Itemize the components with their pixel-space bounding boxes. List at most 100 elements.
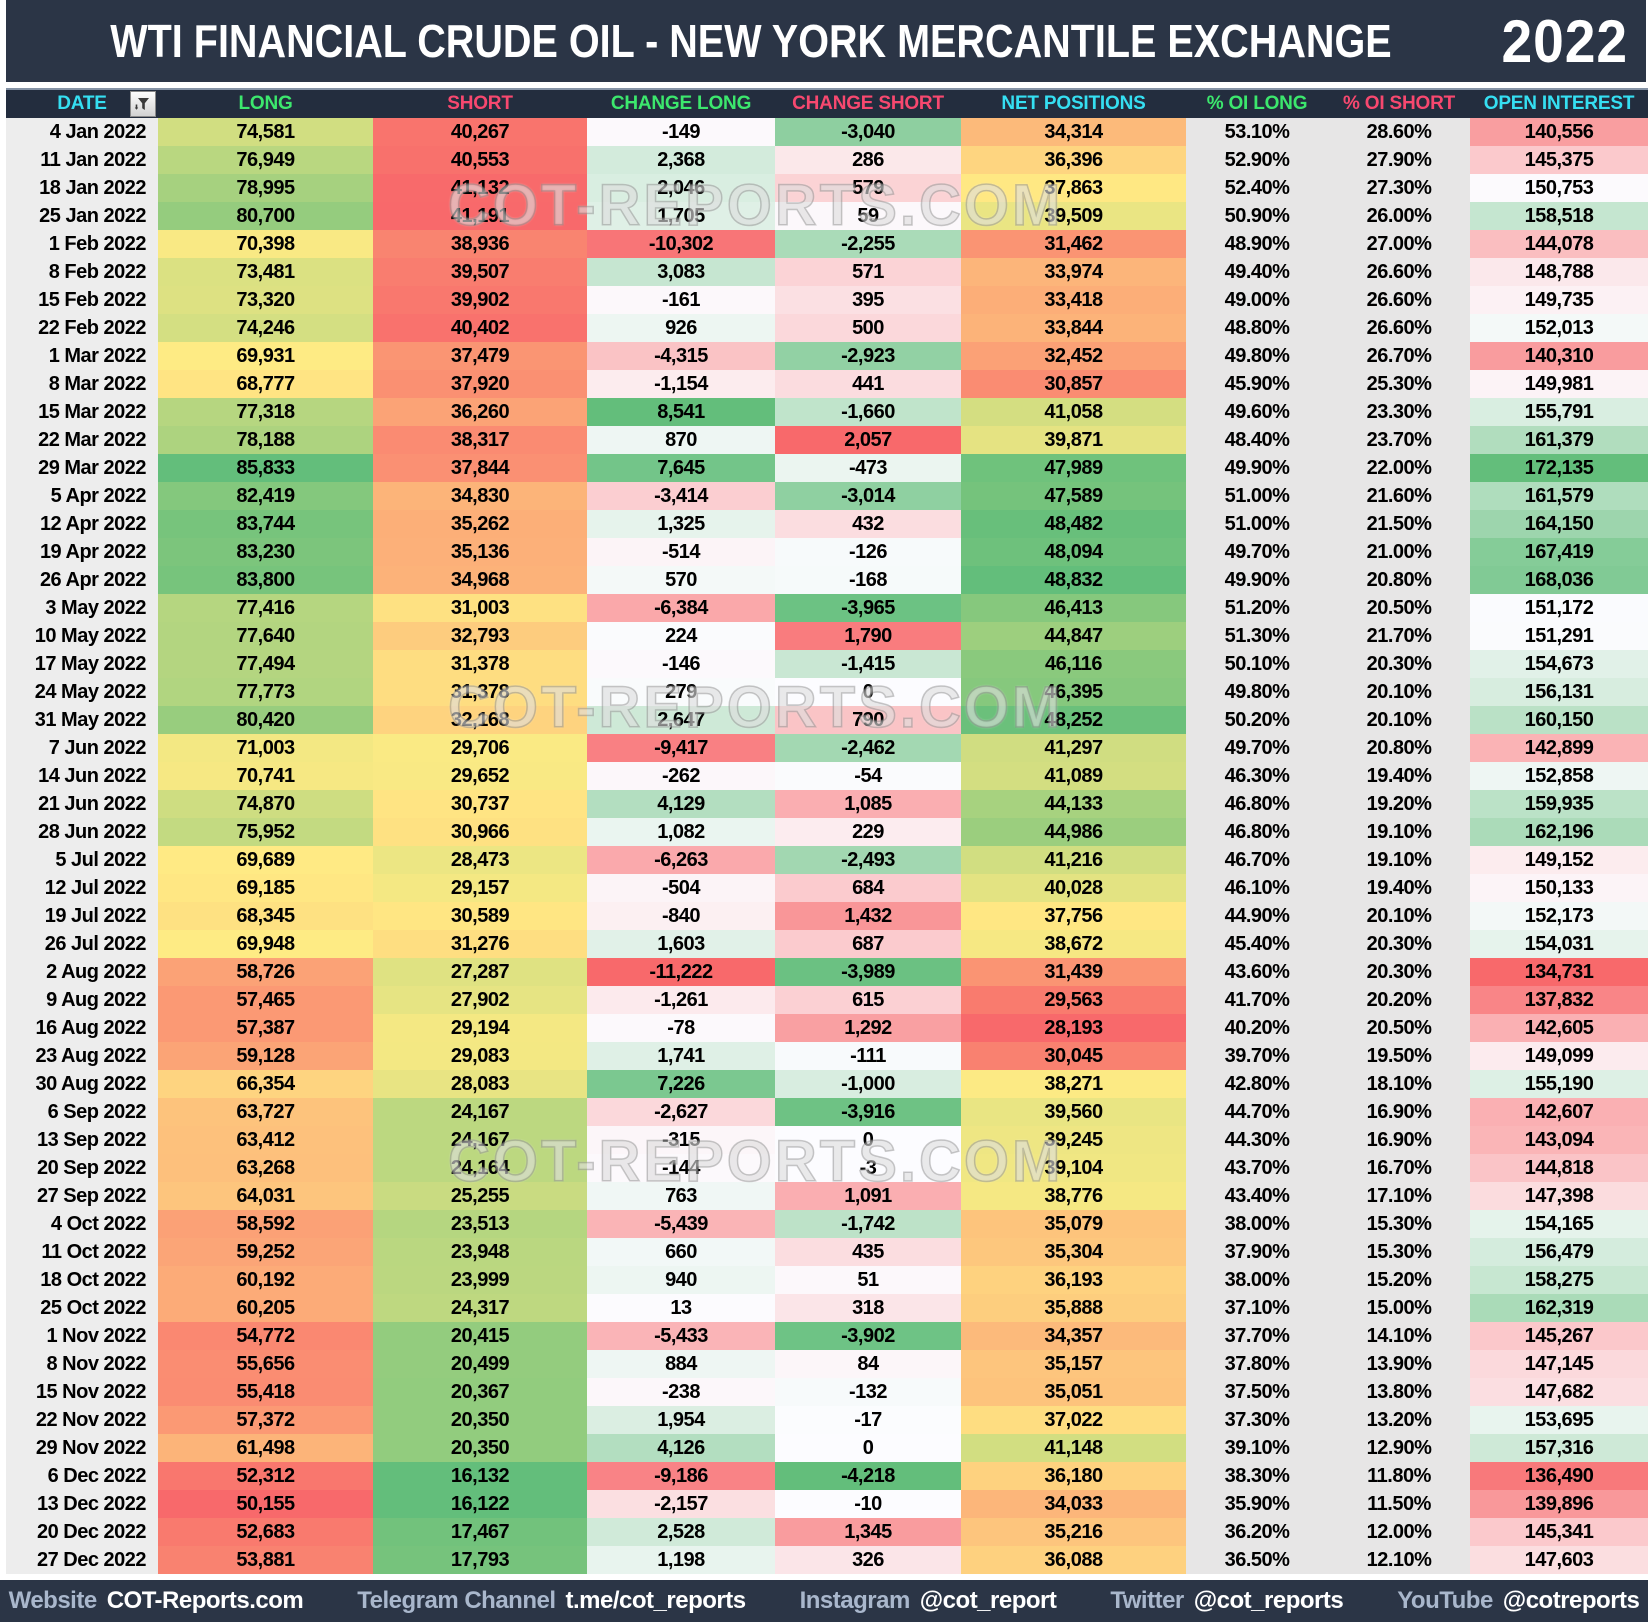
- cell-oi-short-pct: 21.50%: [1328, 510, 1470, 538]
- cell-long: 77,773: [158, 678, 373, 706]
- cell-oi-short-pct: 16.70%: [1328, 1154, 1470, 1182]
- cell-change-short: -3,902: [775, 1322, 961, 1350]
- column-header-label: DATE: [57, 93, 107, 114]
- cell-oi-short-pct: 20.50%: [1328, 594, 1470, 622]
- cell-change-long: -238: [587, 1378, 775, 1406]
- cell-oi-short-pct: 19.10%: [1328, 846, 1470, 874]
- cell-oi-long-pct: 37.10%: [1186, 1294, 1328, 1322]
- cell-change-short: 500: [775, 314, 961, 342]
- cell-open-interest: 152,858: [1470, 762, 1648, 790]
- cell-oi-short-pct: 17.10%: [1328, 1182, 1470, 1210]
- cell-open-interest: 147,145: [1470, 1350, 1648, 1378]
- cell-short: 17,467: [373, 1518, 587, 1546]
- cell-date: 2 Aug 2022: [6, 958, 158, 986]
- cell-change-long: -840: [587, 902, 775, 930]
- cell-net-positions: 47,989: [961, 454, 1186, 482]
- cell-oi-long-pct: 37.90%: [1186, 1238, 1328, 1266]
- cell-open-interest: 158,275: [1470, 1266, 1648, 1294]
- footer-label: Instagram: [799, 1587, 911, 1614]
- cell-change-long: 763: [587, 1182, 775, 1210]
- footer-label: Twitter: [1110, 1587, 1184, 1614]
- cell-change-long: 884: [587, 1350, 775, 1378]
- cell-oi-short-pct: 25.30%: [1328, 370, 1470, 398]
- cell-change-long: -1,154: [587, 370, 775, 398]
- table-row: 23 Aug 2022 59,128 29,083 1,741 -111 30,045 39…: [6, 1042, 1648, 1070]
- cell-long: 83,744: [158, 510, 373, 538]
- table-row: 8 Nov 2022 55,656 20,499 884 84 35,157 37.80% 1…: [6, 1350, 1648, 1378]
- table-row: 26 Apr 2022 83,800 34,968 570 -168 48,832 49.9…: [6, 566, 1648, 594]
- footer-twitter-link[interactable]: @cot_reports: [1193, 1587, 1344, 1614]
- table-row: 7 Jun 2022 71,003 29,706 -9,417 -2,462 41,297…: [6, 734, 1648, 762]
- cell-long: 61,498: [158, 1434, 373, 1462]
- cell-oi-long-pct: 48.40%: [1186, 426, 1328, 454]
- cell-oi-short-pct: 23.30%: [1328, 398, 1470, 426]
- table-row: 25 Oct 2022 60,205 24,317 13 318 35,888 37.10%…: [6, 1294, 1648, 1322]
- cell-short: 40,267: [373, 118, 587, 146]
- column-header-label: OPEN INTEREST: [1483, 93, 1635, 114]
- cell-oi-long-pct: 44.70%: [1186, 1098, 1328, 1126]
- cell-net-positions: 37,022: [961, 1406, 1186, 1434]
- cell-open-interest: 150,133: [1470, 874, 1648, 902]
- cell-date: 31 May 2022: [6, 706, 158, 734]
- cell-long: 78,188: [158, 426, 373, 454]
- cell-change-short: 51: [775, 1266, 961, 1294]
- footer-website-link[interactable]: COT-Reports.com: [106, 1587, 304, 1614]
- cell-open-interest: 147,682: [1470, 1378, 1648, 1406]
- filter-button[interactable]: [130, 91, 156, 117]
- cell-oi-long-pct: 37.30%: [1186, 1406, 1328, 1434]
- cell-oi-short-pct: 12.00%: [1328, 1518, 1470, 1546]
- cell-open-interest: 160,150: [1470, 706, 1648, 734]
- cell-open-interest: 144,818: [1470, 1154, 1648, 1182]
- cell-change-short: -54: [775, 762, 961, 790]
- cell-long: 74,246: [158, 314, 373, 342]
- cell-change-short: -168: [775, 566, 961, 594]
- cell-oi-long-pct: 50.10%: [1186, 650, 1328, 678]
- footer-instagram-link[interactable]: @cot_report: [919, 1587, 1057, 1614]
- cell-change-long: 13: [587, 1294, 775, 1322]
- table-row: 18 Oct 2022 60,192 23,999 940 51 36,193 38.00%…: [6, 1266, 1648, 1294]
- cell-long: 57,465: [158, 986, 373, 1014]
- cell-short: 27,902: [373, 986, 587, 1014]
- cell-date: 26 Apr 2022: [6, 566, 158, 594]
- cell-date: 8 Feb 2022: [6, 258, 158, 286]
- cell-change-long: -504: [587, 874, 775, 902]
- cell-open-interest: 148,788: [1470, 258, 1648, 286]
- cell-oi-long-pct: 41.70%: [1186, 986, 1328, 1014]
- cell-open-interest: 154,031: [1470, 930, 1648, 958]
- cell-date: 13 Sep 2022: [6, 1126, 158, 1154]
- footer-telegram-link[interactable]: t.me/cot_reports: [565, 1587, 747, 1614]
- column-header-label: % OI SHORT: [1342, 93, 1455, 114]
- cell-oi-short-pct: 21.00%: [1328, 538, 1470, 566]
- cell-net-positions: 35,304: [961, 1238, 1186, 1266]
- cell-date: 20 Dec 2022: [6, 1518, 158, 1546]
- column-header-label: CHANGE LONG: [610, 93, 752, 114]
- cell-date: 5 Apr 2022: [6, 482, 158, 510]
- cell-change-long: 1,198: [587, 1546, 775, 1574]
- cell-oi-long-pct: 45.90%: [1186, 370, 1328, 398]
- cell-change-long: -315: [587, 1126, 775, 1154]
- footer-item-youtube: YouTube @cotreports: [1397, 1587, 1640, 1615]
- cell-change-long: 224: [587, 622, 775, 650]
- cell-oi-long-pct: 43.70%: [1186, 1154, 1328, 1182]
- cell-short: 16,122: [373, 1490, 587, 1518]
- cell-change-short: 684: [775, 874, 961, 902]
- table-row: 20 Dec 2022 52,683 17,467 2,528 1,345 35,216 3…: [6, 1518, 1648, 1546]
- cell-oi-short-pct: 15.30%: [1328, 1210, 1470, 1238]
- cell-date: 10 May 2022: [6, 622, 158, 650]
- cell-date: 21 Jun 2022: [6, 790, 158, 818]
- cell-oi-short-pct: 20.80%: [1328, 734, 1470, 762]
- cell-oi-long-pct: 38.00%: [1186, 1210, 1328, 1238]
- cell-short: 31,378: [373, 678, 587, 706]
- cell-short: 35,136: [373, 538, 587, 566]
- cell-oi-short-pct: 20.10%: [1328, 902, 1470, 930]
- cell-oi-long-pct: 39.70%: [1186, 1042, 1328, 1070]
- cell-change-short: -2,923: [775, 342, 961, 370]
- cell-oi-short-pct: 16.90%: [1328, 1126, 1470, 1154]
- cell-long: 69,689: [158, 846, 373, 874]
- footer-youtube-link[interactable]: @cotreports: [1502, 1587, 1640, 1614]
- table-row: 19 Apr 2022 83,230 35,136 -514 -126 48,094 49.…: [6, 538, 1648, 566]
- cell-net-positions: 36,396: [961, 146, 1186, 174]
- cell-long: 73,320: [158, 286, 373, 314]
- cell-oi-long-pct: 45.40%: [1186, 930, 1328, 958]
- table-row: 4 Jan 2022 74,581 40,267 -149 -3,040 34,314 53…: [6, 118, 1648, 146]
